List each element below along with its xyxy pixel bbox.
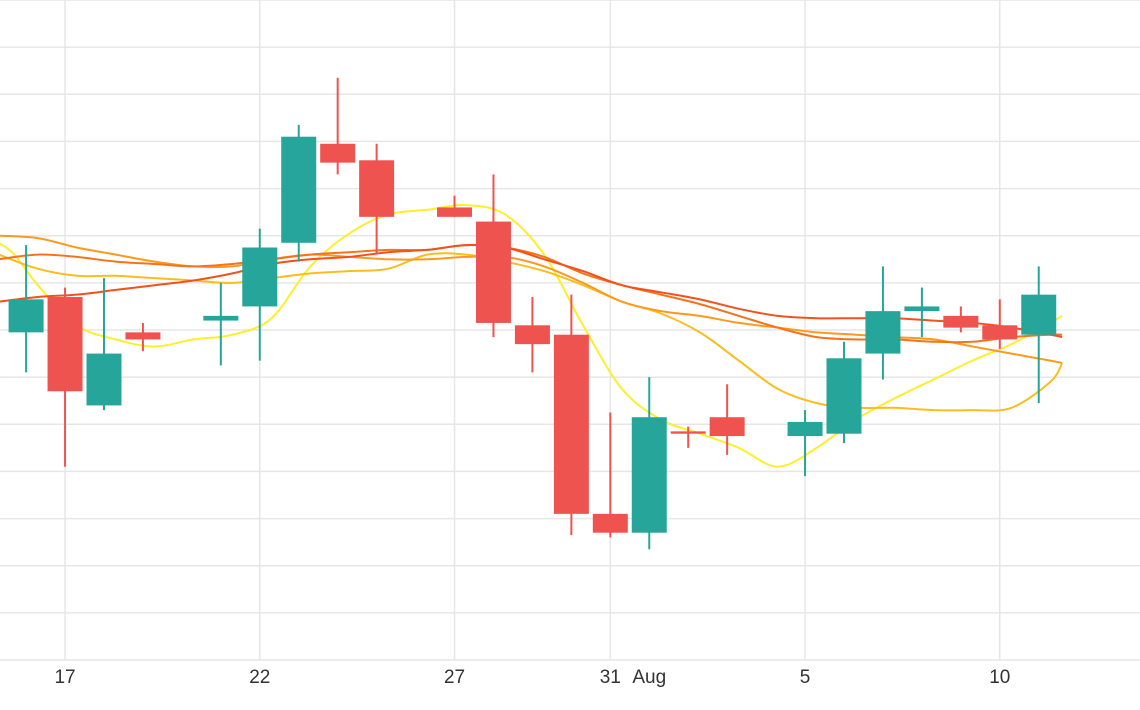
- candle-down: [670, 426, 706, 448]
- x-tick-label: 31: [600, 667, 621, 688]
- candle-body: [86, 353, 122, 406]
- candle-body: [203, 315, 239, 321]
- candle-body: [242, 247, 278, 307]
- candle-down: [709, 384, 745, 455]
- moving-average-line: [0, 244, 1063, 344]
- candle-up: [631, 377, 667, 550]
- candle-body: [281, 136, 317, 243]
- moving-average-line: [0, 252, 1063, 412]
- x-tick-label: 27: [444, 667, 465, 688]
- candle-down: [437, 195, 473, 217]
- candle-down: [943, 306, 979, 333]
- candle-body: [320, 143, 356, 163]
- horizontal-gridlines: [0, 0, 1140, 661]
- candle-down: [592, 412, 628, 538]
- candle-up: [203, 282, 239, 366]
- candle-body: [670, 431, 706, 434]
- x-axis-tick-labels: 17 22 27 31 Aug 5 10: [54, 667, 1010, 688]
- candle-body: [47, 297, 83, 392]
- candle-body: [475, 221, 511, 323]
- candle-body: [865, 311, 901, 354]
- candle-body: [943, 315, 979, 328]
- candle-down: [320, 77, 356, 175]
- candle-down: [125, 322, 161, 352]
- moving-average-line: [0, 243, 1063, 339]
- candle-down: [475, 174, 511, 338]
- candle-up: [826, 341, 862, 444]
- candle-up: [242, 228, 278, 361]
- candle-down: [359, 143, 395, 255]
- candle-body: [514, 325, 550, 345]
- candle-body: [592, 513, 628, 533]
- candle-body: [125, 332, 161, 340]
- candle-down: [982, 299, 1018, 349]
- candle-up: [865, 266, 901, 380]
- moving-average-line: [0, 204, 1063, 468]
- x-tick-label: Aug: [632, 667, 666, 688]
- candles: [8, 77, 1057, 550]
- candle-body: [787, 421, 823, 437]
- candle-up: [8, 245, 44, 373]
- candle-body: [1021, 294, 1057, 335]
- candle-up: [1021, 266, 1057, 404]
- candle-up: [787, 410, 823, 477]
- candle-down: [514, 297, 550, 373]
- candle-down: [47, 287, 83, 467]
- x-tick-label: 22: [249, 667, 270, 688]
- x-tick-label: 10: [989, 667, 1010, 688]
- candle-body: [8, 299, 44, 333]
- candle-body: [709, 417, 745, 437]
- candle-body: [359, 160, 395, 217]
- candle-body: [826, 358, 862, 434]
- candle-body: [631, 417, 667, 533]
- x-tick-label: 17: [54, 667, 75, 688]
- candle-up: [86, 278, 122, 411]
- candle-up: [281, 124, 317, 262]
- candle-body: [904, 306, 940, 312]
- candle-body: [437, 207, 473, 217]
- moving-average-lines: [0, 204, 1063, 468]
- candle-body: [553, 334, 589, 514]
- candle-down: [553, 294, 589, 536]
- candle-up: [904, 287, 940, 338]
- x-tick-label: 5: [800, 667, 811, 688]
- candle-body: [982, 325, 1018, 340]
